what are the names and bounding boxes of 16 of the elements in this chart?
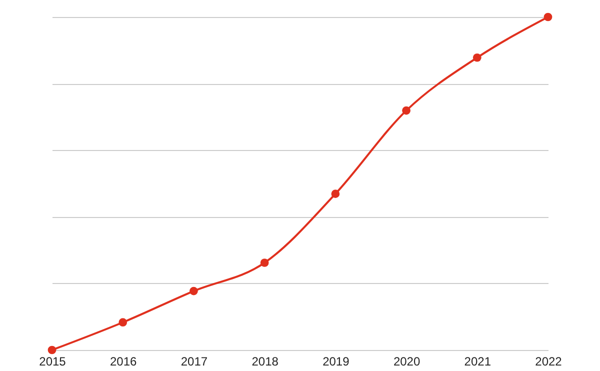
x-tick-label: 2018 <box>252 354 279 368</box>
x-tick-label: 2022 <box>535 354 562 368</box>
point <box>331 190 340 198</box>
point <box>48 346 56 354</box>
x-tick-label: 2019 <box>322 354 350 368</box>
x-tick-label: 2020 <box>393 354 420 368</box>
x-tick-label: 2015 <box>39 354 66 368</box>
x-tick-label: 2021 <box>464 354 492 368</box>
point <box>260 258 269 267</box>
x-tick-label: 2016 <box>110 354 138 368</box>
x-tick-label: 2017 <box>180 354 208 368</box>
point <box>190 286 198 296</box>
point <box>402 106 410 115</box>
point <box>472 53 482 62</box>
point <box>544 12 552 22</box>
point <box>118 318 128 327</box>
